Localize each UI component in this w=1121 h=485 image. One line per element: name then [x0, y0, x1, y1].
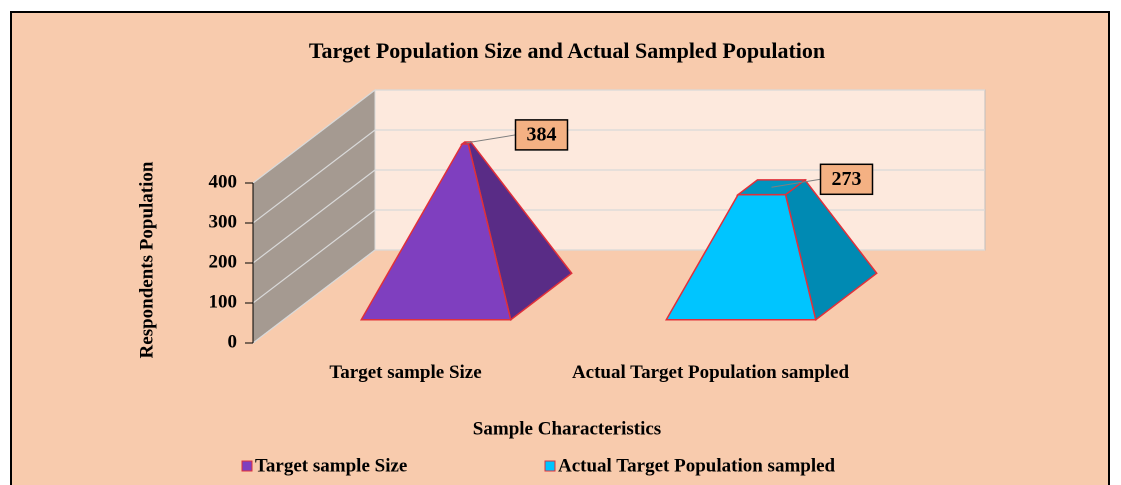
- grid-line: [252, 169, 985, 264]
- legend-marker: [544, 460, 556, 472]
- legend-label: Target sample Size: [255, 455, 407, 476]
- label-box: [819, 163, 874, 196]
- y-tick-label: 200: [209, 251, 238, 272]
- pyramid: [359, 140, 573, 322]
- legend-label: Actual Target Population sampled: [558, 455, 836, 476]
- y-tick-label: 400: [209, 171, 238, 192]
- data-label: 384: [527, 123, 557, 145]
- grid-line: [252, 89, 985, 184]
- chart-title: Target Population Size and Actual Sample…: [309, 38, 825, 63]
- data-label: 273: [832, 168, 862, 190]
- y-tick-label: 300: [209, 211, 238, 232]
- y-tick-label: 0: [228, 331, 238, 352]
- grid-line: [252, 129, 985, 224]
- x-tick-label: Actual Target Population sampled: [571, 362, 850, 383]
- label-leader: [466, 134, 516, 144]
- legend-marker: [241, 460, 253, 472]
- y-axis-title: Respondents Population: [136, 161, 157, 358]
- label-box: [514, 119, 569, 151]
- x-axis-title: Sample Characteristics: [473, 418, 661, 439]
- y-tick-label: 100: [209, 291, 238, 312]
- x-tick-label: Target sample Size: [329, 362, 482, 383]
- pyramid: [664, 178, 878, 322]
- label-leader: [771, 178, 821, 188]
